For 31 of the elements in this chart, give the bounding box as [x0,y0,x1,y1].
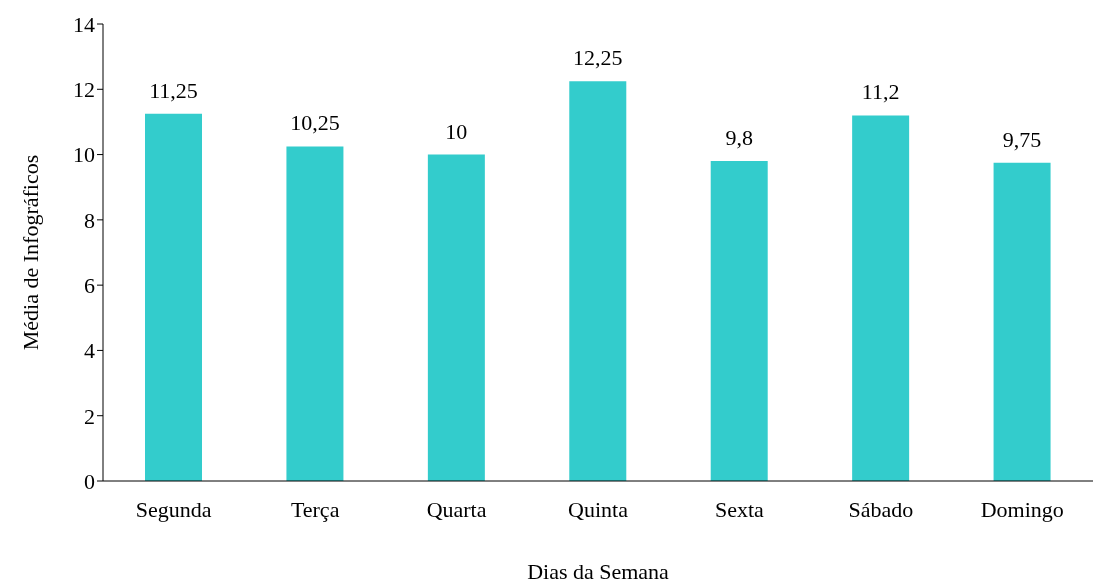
y-tick-label: 10 [73,142,95,168]
x-tick-label: Segunda [135,496,212,522]
data-label: 9,8 [725,125,753,151]
x-tick-label: Sexta [714,496,765,522]
y-tick-label: 2 [84,403,95,429]
y-tick-label: 6 [84,272,95,298]
bar [569,81,627,481]
y-tick-label: 8 [84,207,95,233]
data-label: 10,25 [290,110,340,136]
data-label: 11,2 [861,79,900,105]
x-tick-label: Quinta [568,496,629,522]
y-tick-label: 0 [84,468,95,494]
x-tick-label: Quarta [426,496,487,522]
data-label: 10 [445,118,468,144]
bar [145,113,202,481]
bar [427,154,485,481]
y-tick-label: 12 [73,77,95,103]
bar [993,162,1051,481]
bar [852,115,910,481]
x-axis-title: Dias da Semana [527,558,670,584]
bar [710,161,768,481]
x-tick-label: Terça [290,496,340,522]
x-tick-label: Domingo [980,496,1064,522]
y-axis-title: Média de Infográficos [17,154,43,351]
y-tick-label: 4 [84,338,95,364]
data-label: 12,25 [573,45,623,71]
data-label: 11,25 [149,77,198,103]
bar [286,146,344,481]
y-tick-label: 14 [73,11,95,37]
x-tick-label: Sábado [848,496,914,522]
data-label: 9,75 [1002,126,1042,152]
